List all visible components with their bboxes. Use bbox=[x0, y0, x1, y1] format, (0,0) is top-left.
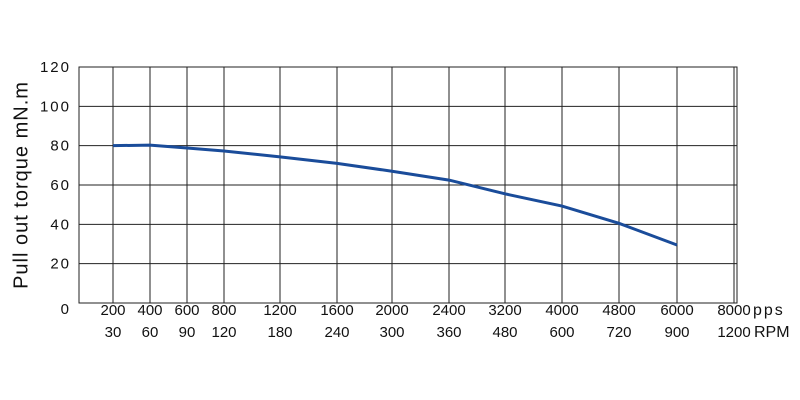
x-tick-label: 8000 bbox=[717, 302, 750, 319]
rpm-tick-label: 240 bbox=[324, 324, 349, 341]
y-tick-label: 60 bbox=[50, 177, 71, 194]
y-tick-label: 40 bbox=[50, 216, 71, 233]
rpm-tick-label: 30 bbox=[105, 324, 122, 341]
rpm-tick-label: 360 bbox=[436, 324, 461, 341]
x2-unit: RPM bbox=[754, 324, 790, 341]
y-tick-label: 100 bbox=[40, 98, 71, 115]
x-tick-label: 400 bbox=[137, 302, 162, 319]
y-tick-label: 120 bbox=[40, 59, 71, 76]
x-unit: pps bbox=[753, 302, 785, 319]
rpm-tick-label: 480 bbox=[492, 324, 517, 341]
y-tick-label: 20 bbox=[50, 256, 71, 273]
x-tick-label: 200 bbox=[100, 302, 125, 319]
y-tick-label: 80 bbox=[50, 138, 71, 155]
x-tick-label: 1200 bbox=[263, 302, 296, 319]
x-tick-label: 3200 bbox=[488, 302, 521, 319]
y-tick-label: 0 bbox=[61, 301, 71, 318]
x-tick-label: 800 bbox=[211, 302, 236, 319]
rpm-tick-label: 600 bbox=[549, 324, 574, 341]
y-axis-label: Pull out torque mN.m bbox=[10, 81, 32, 289]
rpm-tick-label: 720 bbox=[606, 324, 631, 341]
x-tick-label: 600 bbox=[174, 302, 199, 319]
x-tick-label: 6000 bbox=[660, 302, 693, 319]
x-tick-label: 2000 bbox=[375, 302, 408, 319]
data-line bbox=[112, 143, 678, 247]
x-tick-label: 4000 bbox=[545, 302, 578, 319]
rpm-tick-label: 1200 bbox=[717, 324, 750, 341]
rpm-tick-label: 900 bbox=[664, 324, 689, 341]
x-tick-label: 1600 bbox=[320, 302, 353, 319]
rpm-tick-label: 300 bbox=[379, 324, 404, 341]
rpm-tick-label: 180 bbox=[267, 324, 292, 341]
rpm-tick-label: 90 bbox=[179, 324, 196, 341]
x-tick-label: 2400 bbox=[432, 302, 465, 319]
rpm-tick-label: 60 bbox=[142, 324, 159, 341]
x-tick-label: 4800 bbox=[602, 302, 635, 319]
plot-border bbox=[78, 66, 738, 304]
rpm-tick-label: 120 bbox=[211, 324, 236, 341]
